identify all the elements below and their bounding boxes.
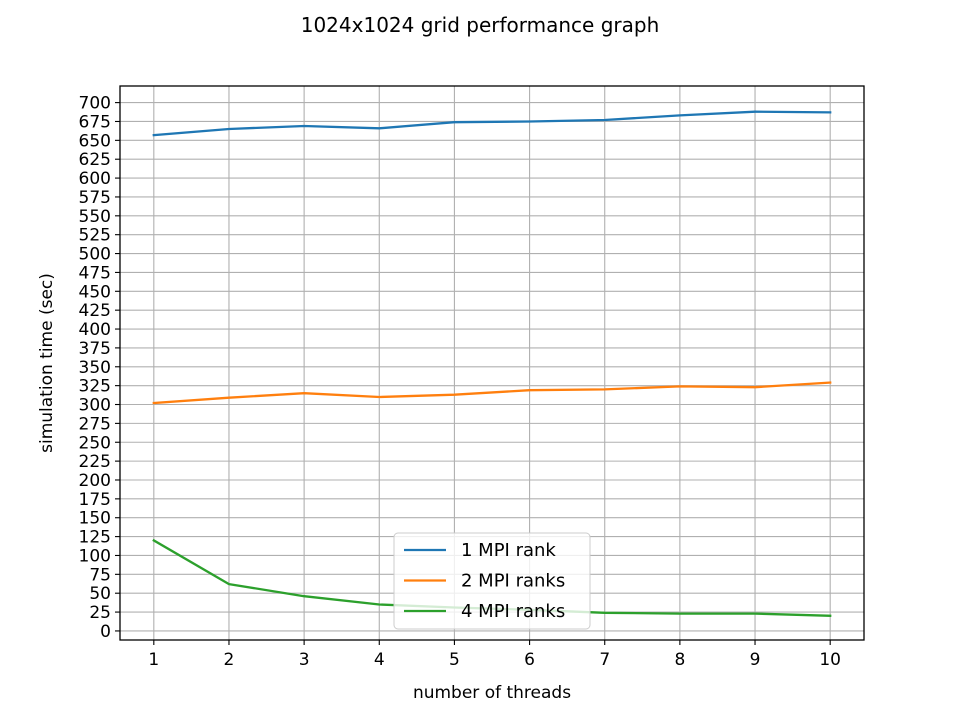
y-tick-label: 325: [79, 377, 111, 397]
x-tick-label: 4: [374, 650, 385, 670]
x-tick-label: 9: [750, 650, 761, 670]
y-tick-label: 275: [79, 414, 111, 434]
y-tick-label: 525: [79, 226, 111, 246]
x-tick-label: 2: [224, 650, 235, 670]
x-tick-label: 7: [599, 650, 610, 670]
y-tick-label: 125: [79, 528, 111, 548]
y-tick-label: 100: [79, 546, 111, 566]
series-line-1: [152, 110, 832, 137]
y-tick-label: 150: [79, 509, 111, 529]
x-tick-label: 10: [819, 650, 841, 670]
y-tick-label: 475: [79, 263, 111, 283]
y-axis-label: simulation time (sec): [37, 273, 57, 453]
y-tick-label: 175: [79, 490, 111, 510]
y-tick-label: 450: [79, 282, 111, 302]
series-line-2: [152, 381, 832, 405]
x-axis: 1 2 3 4 5 6 7 8 9 10: [148, 640, 841, 670]
y-tick-label: 600: [79, 169, 111, 189]
y-tick-label: 575: [79, 188, 111, 208]
legend-label: 1 MPI rank: [461, 540, 556, 561]
chart-title: 1024x1024 grid performance graph: [301, 13, 660, 37]
y-tick-label: 500: [79, 245, 111, 265]
y-tick-label: 425: [79, 301, 111, 321]
y-tick-label: 350: [79, 358, 111, 378]
x-tick-label: 1: [148, 650, 159, 670]
x-tick-label: 8: [674, 650, 685, 670]
y-tick-label: 0: [100, 622, 111, 642]
y-tick-label: 225: [79, 452, 111, 472]
legend: 1 MPI rank 2 MPI ranks 4 MPI ranks: [393, 532, 591, 630]
y-tick-label: 625: [79, 150, 111, 170]
y-tick-label: 700: [79, 94, 111, 114]
y-tick-label: 250: [79, 433, 111, 453]
y-tick-label: 25: [89, 603, 111, 623]
x-tick-label: 3: [299, 650, 310, 670]
legend-label: 4 MPI ranks: [461, 601, 565, 622]
y-tick-label: 300: [79, 396, 111, 416]
y-tick-label: 75: [89, 565, 111, 585]
y-tick-label: 375: [79, 339, 111, 359]
y-tick-label: 650: [79, 131, 111, 151]
legend-label: 2 MPI ranks: [461, 571, 565, 592]
x-tick-label: 6: [524, 650, 535, 670]
y-axis: 0255075100125150175200225250275300325350…: [79, 94, 120, 642]
y-tick-label: 400: [79, 320, 111, 340]
y-tick-label: 50: [89, 584, 111, 604]
y-tick-label: 675: [79, 112, 111, 132]
x-tick-label: 5: [449, 650, 460, 670]
y-tick-label: 200: [79, 471, 111, 491]
y-tick-label: 550: [79, 207, 111, 227]
legend-box: [393, 532, 591, 630]
plot-area-frame: [119, 85, 865, 641]
x-axis-label: number of threads: [413, 683, 571, 703]
